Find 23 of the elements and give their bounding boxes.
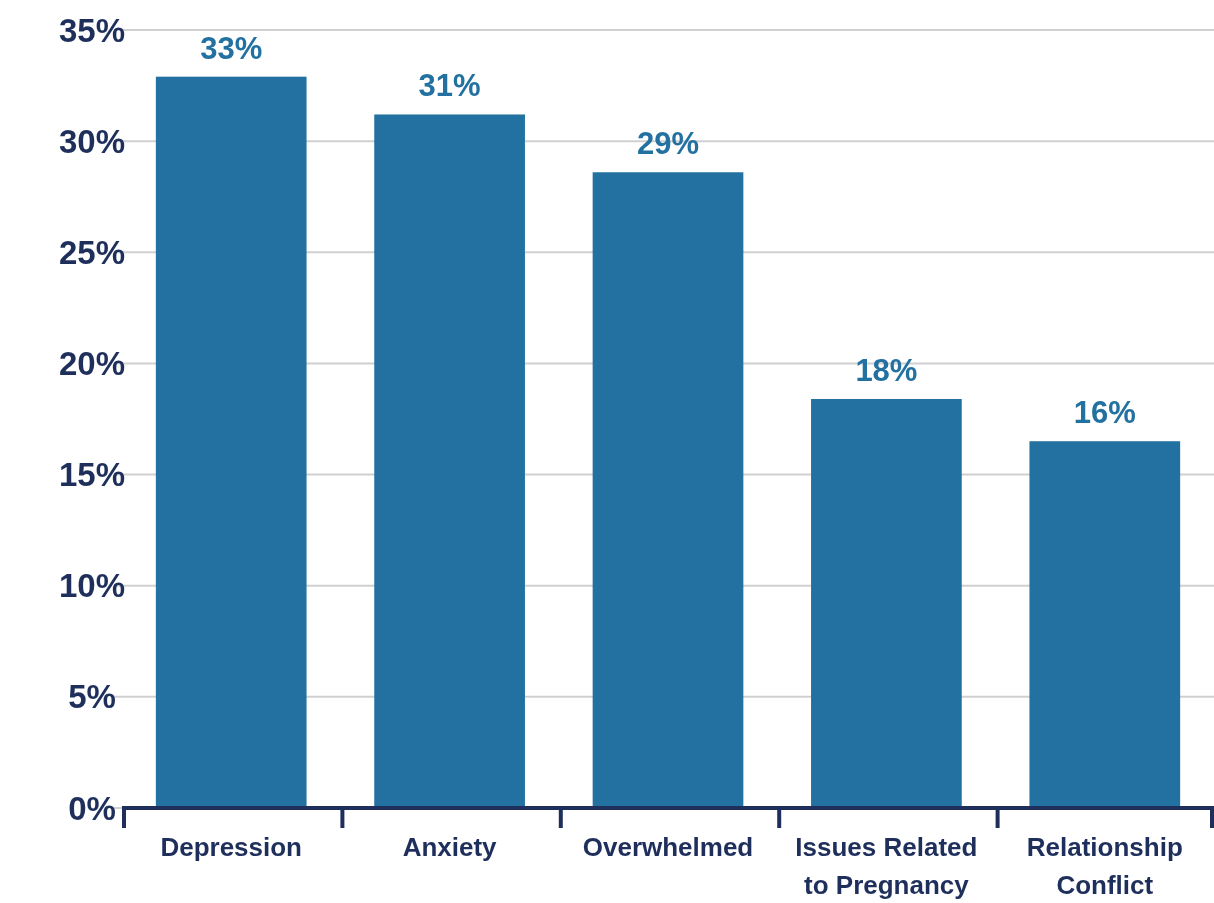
bar bbox=[155, 76, 307, 808]
bar bbox=[1029, 441, 1181, 808]
data-label: 31% bbox=[418, 68, 481, 104]
y-tick-label: 15% bbox=[58, 456, 126, 494]
bar bbox=[592, 172, 744, 808]
x-tick-label: Relationship Conflict bbox=[1026, 832, 1183, 900]
data-label: 29% bbox=[636, 126, 700, 162]
y-tick-label: 10% bbox=[58, 567, 126, 605]
x-tick-label: Depression bbox=[160, 832, 302, 862]
y-tick-label: 0% bbox=[68, 789, 116, 827]
x-tick-label: Issues Related to Pregnancy bbox=[795, 832, 978, 900]
data-label: 33% bbox=[200, 30, 263, 66]
y-tick-label: 35% bbox=[58, 11, 126, 49]
y-tick-label: 30% bbox=[58, 122, 126, 160]
y-tick-label: 25% bbox=[58, 233, 126, 271]
data-label: 18% bbox=[855, 352, 918, 388]
bar bbox=[374, 114, 525, 808]
y-tick-label: 5% bbox=[68, 678, 116, 716]
x-tick-label: Anxiety bbox=[402, 832, 498, 862]
bar bbox=[811, 398, 962, 808]
x-tick-label: Overwhelmed bbox=[582, 832, 754, 862]
y-tick-label: 20% bbox=[58, 344, 126, 382]
data-label: 16% bbox=[1073, 395, 1136, 431]
